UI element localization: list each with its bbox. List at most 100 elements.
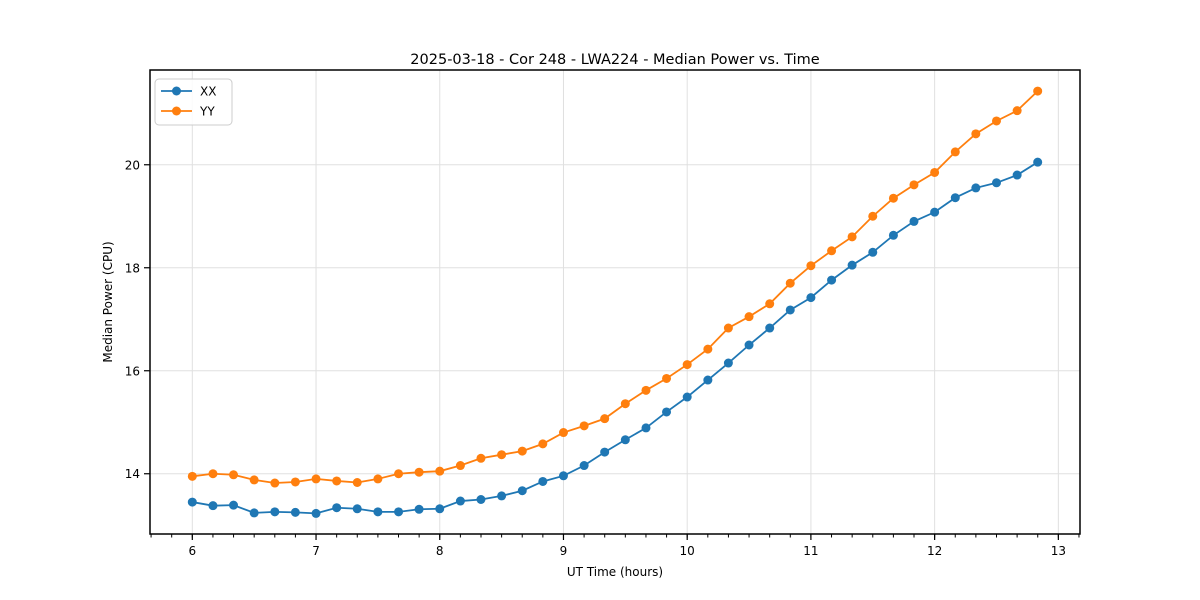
series-yy-marker	[414, 467, 424, 477]
series-yy-marker	[930, 167, 940, 177]
series-xx-marker	[1033, 157, 1043, 167]
series-yy-marker	[744, 312, 754, 322]
series-xx-marker	[868, 247, 878, 257]
series-yy-marker	[991, 116, 1001, 126]
y-tick-label: 20	[125, 158, 140, 172]
series-yy-marker	[806, 261, 816, 271]
series-xx-marker	[497, 491, 507, 501]
x-tick-label: 11	[803, 544, 818, 558]
x-tick-label: 6	[188, 544, 196, 558]
legend-label-xx: XX	[200, 85, 216, 99]
series-yy-marker	[290, 477, 300, 487]
series-xx-marker	[930, 207, 940, 217]
series-xx-marker	[703, 375, 713, 385]
series-yy-marker	[868, 211, 878, 221]
series-yy-marker	[765, 299, 775, 309]
series-yy-marker	[662, 373, 672, 383]
series-yy-marker	[847, 232, 857, 242]
series-yy-marker	[332, 476, 342, 486]
series-xx-marker	[827, 275, 837, 285]
series-xx-marker	[538, 476, 548, 486]
grid-layer	[150, 70, 1080, 534]
series-xx-marker	[373, 507, 383, 517]
series-yy-marker	[703, 344, 713, 354]
series-xx-marker	[517, 486, 527, 496]
series-xx-line	[192, 161, 1039, 515]
series-yy-marker	[909, 180, 919, 190]
series-yy-marker	[888, 193, 898, 203]
series-yy-marker	[187, 471, 197, 481]
x-tick-label: 10	[680, 544, 695, 558]
series-yy-marker	[1033, 86, 1043, 96]
series-xx-marker	[249, 508, 259, 518]
series-xx-marker	[744, 340, 754, 350]
x-tick-label: 7	[312, 544, 320, 558]
series-yy-marker	[229, 470, 239, 480]
x-tick-label: 9	[560, 544, 568, 558]
series-xx-marker	[620, 435, 630, 445]
series-xx-marker	[558, 471, 568, 481]
series-yy-marker	[373, 474, 383, 484]
series-yy-marker	[723, 323, 733, 333]
series-xx-marker	[579, 461, 589, 471]
series-yy-marker	[497, 450, 507, 460]
series-yy-marker	[971, 129, 981, 139]
series-yy-marker	[641, 385, 651, 395]
series-yy-marker	[517, 446, 527, 456]
series-yy-marker	[600, 414, 610, 424]
chart-title: 2025-03-18 - Cor 248 - LWA224 - Median P…	[410, 52, 819, 68]
series-xx-marker	[971, 183, 981, 193]
series-xx-marker	[187, 497, 197, 507]
plot-border	[149, 69, 1081, 535]
series-xx-marker	[991, 178, 1001, 188]
series-xx-marker	[332, 503, 342, 513]
series-yy-marker	[785, 278, 795, 288]
x-axis-label: UT Time (hours)	[567, 565, 663, 579]
series-xx-marker	[394, 507, 404, 517]
tick-layer: 6 7 8 9 10 11 12 13 14 16 18 20	[125, 158, 1080, 558]
x-tick-label: 12	[927, 544, 942, 558]
series-xx-marker	[950, 193, 960, 203]
series-yy-marker	[682, 360, 692, 370]
x-tick-label: 8	[436, 544, 444, 558]
series-xx-marker	[641, 423, 651, 433]
series-yy-marker	[620, 399, 630, 409]
x-tick-label: 13	[1051, 544, 1066, 558]
series-yy-marker	[538, 439, 548, 449]
series-xx-marker	[682, 392, 692, 402]
series-xx-marker	[806, 293, 816, 303]
legend-sample-marker-xx	[172, 86, 181, 96]
series-xx-marker	[290, 507, 300, 517]
series-xx-marker	[311, 508, 321, 518]
legend-label-yy: YY	[199, 105, 215, 119]
series-yy-marker	[455, 461, 465, 471]
legend: XX YY	[154, 78, 233, 126]
series-xx-marker	[723, 358, 733, 368]
series-yy-marker	[208, 469, 218, 479]
y-tick-label: 18	[125, 261, 140, 275]
series-xx-marker	[414, 504, 424, 514]
series-yy-marker	[249, 475, 259, 485]
series-yy-line	[192, 90, 1039, 484]
y-tick-label: 14	[125, 467, 140, 481]
series-yy-marker	[950, 147, 960, 157]
series-xx-marker	[270, 507, 280, 517]
series-xx-marker	[352, 504, 362, 514]
series-layer	[187, 86, 1043, 518]
series-xx-marker	[909, 216, 919, 226]
series-xx-marker	[785, 305, 795, 315]
legend-sample-marker-yy	[172, 106, 181, 116]
series-yy-marker	[270, 478, 280, 488]
series-xx-marker	[476, 494, 486, 504]
series-yy-marker	[352, 478, 362, 488]
series-yy-marker	[311, 474, 321, 484]
series-xx-marker	[455, 496, 465, 506]
series-xx-marker	[229, 500, 239, 510]
series-yy-marker	[435, 466, 445, 476]
series-xx-marker	[765, 323, 775, 333]
series-yy-marker	[476, 453, 486, 463]
series-yy-marker	[827, 246, 837, 256]
y-axis-label: Median Power (CPU)	[101, 241, 115, 362]
